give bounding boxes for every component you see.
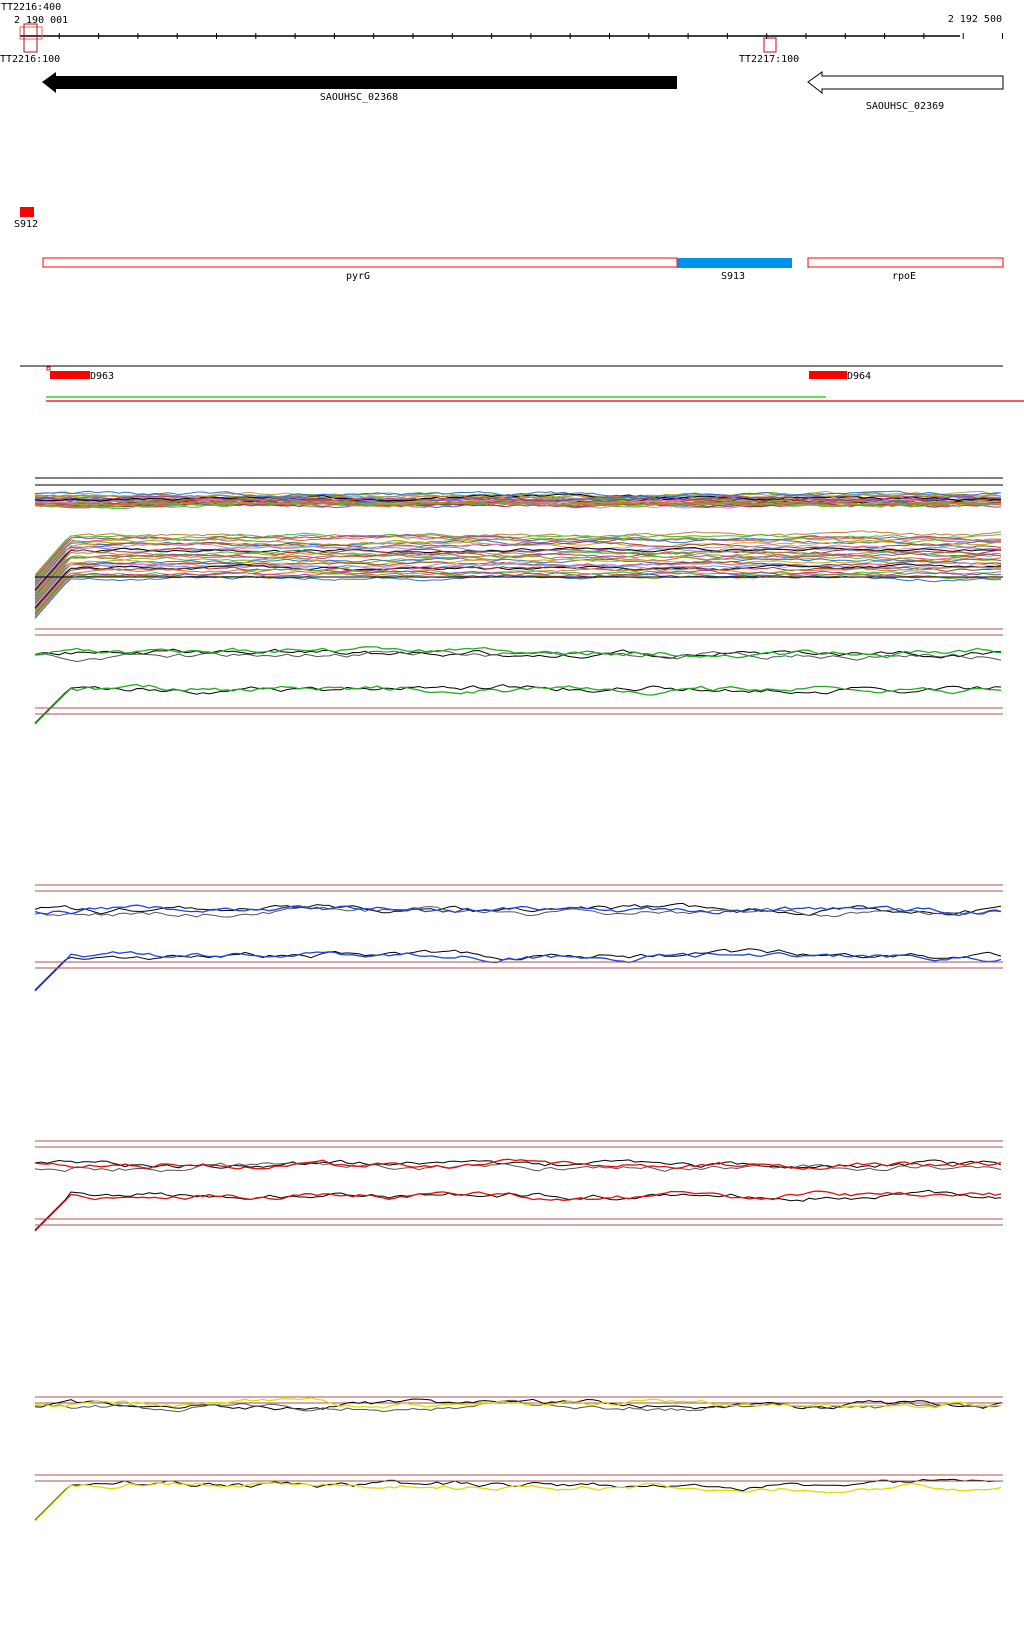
expression-profile-line: [34, 558, 1002, 603]
feature-label: S912: [14, 219, 38, 230]
terminator-label: TT2216:100: [0, 54, 60, 65]
terminator-tt2216[interactable]: TT2216:100: [0, 23, 60, 65]
terminator-label: TT2217:100: [739, 54, 799, 65]
feature-s913[interactable]: S913: [677, 258, 792, 282]
expression-profile-line: [34, 493, 1002, 500]
expression-profile-line: [34, 902, 1002, 917]
expression-profile-line: [34, 555, 1002, 600]
expression-profile-line: [34, 490, 1002, 498]
expression-profile-line: [34, 530, 1002, 576]
expression-profile-line: [34, 500, 1002, 509]
feature-label: D963: [90, 371, 114, 382]
expression-profile-line: [34, 495, 1001, 502]
expression-profile-line: [34, 497, 1002, 506]
expression-profile-line: [34, 573, 1002, 619]
expression-profile-line: [34, 547, 1002, 592]
expression-profile-line: [34, 571, 1002, 618]
expression-profile-line: [34, 951, 1002, 992]
expression-profile-line: [34, 546, 1002, 591]
feature-pyrG[interactable]: pyrG: [42, 257, 678, 282]
expression-profile-line: [34, 565, 1002, 610]
expression-profile-line: [34, 566, 1002, 612]
expression-profile-line: [34, 537, 1002, 583]
expression-profile-line: [34, 948, 1002, 991]
gene-label: SAOUHSC_02368: [320, 92, 398, 103]
expression-profile-line: [34, 683, 1002, 725]
expression-profile-line: [34, 1190, 1002, 1232]
feature-label: D964: [847, 371, 871, 382]
feature-d964[interactable]: D964: [809, 371, 871, 382]
terminator-tt2217[interactable]: TT2217:100: [739, 37, 799, 65]
feature-label: pyrG: [346, 271, 370, 282]
expression-profile-line: [34, 537, 1002, 582]
expression-profile-line: [34, 904, 1002, 917]
expression-profile-line: [34, 557, 1002, 601]
expression-profile-line: [34, 684, 1002, 724]
expression-profile-line: [34, 1397, 1002, 1409]
feature-label: S913: [721, 271, 745, 282]
expression-profile-line: [34, 501, 1002, 508]
expression-profile-line: [34, 1161, 1002, 1173]
expression-profile-line: [34, 646, 1002, 659]
expression-profile-line: [34, 1399, 1002, 1413]
expression-profile-line: [34, 1189, 1002, 1231]
expression-profile-line: [34, 905, 1002, 918]
expression-profile-line: [34, 1481, 1002, 1522]
ruler: TT2216:400 2 190 001 2 192 500: [1, 2, 1003, 39]
feature-rpoE[interactable]: rpoE: [807, 257, 1004, 282]
ruler-end-label: 2 192 500: [948, 14, 1002, 25]
gene-saouhsc-02368[interactable]: SAOUHSC_02368: [42, 72, 677, 103]
feature-d963[interactable]: D963: [46, 366, 114, 382]
ruler-start-label: 2 190 001: [14, 15, 68, 26]
gene-saouhsc-02369[interactable]: SAOUHSC_02369: [807, 71, 1004, 112]
expression-profile-line: [34, 535, 1002, 580]
expression-profile-line: [34, 1158, 1002, 1171]
expression-profile-line: [34, 649, 1002, 663]
ruler-overlap-label: TT2216:400: [1, 2, 61, 13]
expression-profile-line: [34, 1398, 1002, 1411]
feature-s912[interactable]: S912: [14, 207, 38, 230]
expression-profile-line: [34, 553, 1002, 598]
gene-label: SAOUHSC_02369: [866, 101, 944, 112]
feature-label: rpoE: [892, 271, 916, 282]
expression-profile-line: [34, 542, 1002, 588]
